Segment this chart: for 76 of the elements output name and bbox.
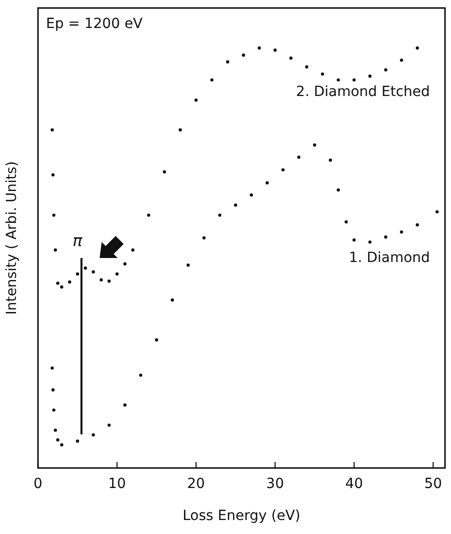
point bbox=[336, 78, 340, 82]
point bbox=[60, 285, 64, 289]
point bbox=[186, 264, 190, 267]
point bbox=[320, 72, 324, 76]
point bbox=[115, 272, 119, 276]
point bbox=[384, 68, 388, 72]
point bbox=[273, 48, 277, 52]
point bbox=[416, 223, 419, 226]
point bbox=[50, 128, 54, 132]
point bbox=[52, 408, 56, 412]
ref-line-label: π bbox=[72, 231, 83, 250]
point bbox=[226, 60, 230, 64]
point bbox=[194, 98, 198, 102]
point bbox=[250, 193, 253, 197]
x-tick-label: 40 bbox=[345, 476, 364, 492]
point bbox=[178, 128, 182, 132]
point bbox=[68, 280, 72, 284]
point bbox=[218, 214, 222, 217]
series-label: 1. Diamond bbox=[348, 250, 430, 266]
point bbox=[56, 282, 60, 285]
point bbox=[297, 156, 300, 159]
point bbox=[147, 214, 150, 217]
text: Ep = 1200 eV bbox=[46, 16, 144, 32]
x-axis-title: Loss Energy (eV) bbox=[182, 508, 300, 524]
point bbox=[416, 46, 419, 50]
point bbox=[60, 443, 64, 446]
point bbox=[266, 181, 269, 184]
series-label: 2. Diamond Etched bbox=[296, 84, 430, 100]
point bbox=[281, 168, 285, 172]
point bbox=[384, 235, 388, 239]
point bbox=[436, 210, 439, 214]
point bbox=[52, 214, 56, 217]
point bbox=[234, 203, 238, 207]
point bbox=[76, 272, 80, 276]
point bbox=[54, 428, 57, 432]
point bbox=[305, 65, 308, 68]
x-tick-label: 0 bbox=[34, 476, 42, 492]
point bbox=[123, 403, 127, 407]
point bbox=[92, 270, 95, 274]
point bbox=[51, 173, 55, 176]
point bbox=[344, 220, 348, 224]
x-tick-label: 10 bbox=[108, 476, 126, 492]
point bbox=[54, 248, 57, 252]
y-axis-title: Intensity ( Arbi. Units) bbox=[4, 161, 20, 315]
point bbox=[352, 78, 356, 82]
point bbox=[154, 338, 158, 342]
point bbox=[76, 440, 80, 443]
point bbox=[51, 388, 55, 392]
point bbox=[328, 158, 332, 162]
point bbox=[123, 262, 127, 266]
x-tick-label: 20 bbox=[187, 476, 205, 492]
point bbox=[202, 236, 206, 240]
point bbox=[170, 298, 174, 302]
point bbox=[92, 433, 95, 436]
point bbox=[336, 188, 340, 192]
x-tick-label: 30 bbox=[266, 476, 284, 492]
point bbox=[289, 56, 292, 60]
x-tick-label: 50 bbox=[424, 476, 442, 492]
point bbox=[352, 238, 356, 242]
point bbox=[108, 424, 111, 427]
point bbox=[131, 248, 134, 252]
point bbox=[313, 143, 316, 147]
point bbox=[108, 280, 111, 283]
point bbox=[84, 266, 88, 270]
point bbox=[368, 74, 372, 78]
point bbox=[162, 170, 166, 174]
point bbox=[139, 374, 142, 377]
point bbox=[56, 438, 60, 442]
point bbox=[400, 230, 404, 234]
point bbox=[368, 240, 372, 244]
point bbox=[242, 54, 246, 57]
point bbox=[258, 46, 261, 50]
point bbox=[50, 366, 54, 370]
point bbox=[210, 78, 214, 82]
point bbox=[100, 278, 103, 282]
point bbox=[400, 58, 404, 62]
